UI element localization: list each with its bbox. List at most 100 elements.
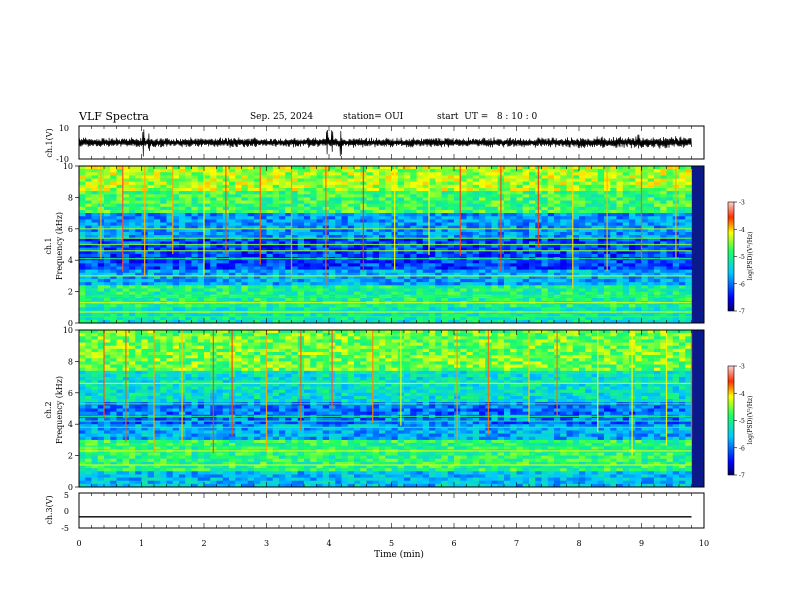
spectrogram-cell: [554, 225, 561, 230]
spectrogram-cell: [454, 222, 461, 226]
spectrogram-cell: [335, 191, 342, 195]
spectrogram-cell: [191, 184, 199, 189]
spectrogram-cell: [129, 225, 136, 230]
spectrogram-cell: [591, 235, 599, 239]
spectrogram-cell: [554, 279, 561, 283]
spectrogram-cell: [272, 297, 280, 302]
spectrogram-cell: [129, 216, 136, 220]
spectrogram-cell: [560, 272, 567, 277]
spectrogram-cell: [79, 288, 86, 292]
spectrogram-cell: [254, 187, 261, 192]
spectrogram-cell: [204, 175, 211, 179]
spectrogram-cell: [285, 275, 292, 280]
spectrogram-cell: [479, 184, 486, 189]
spectrogram-cell: [129, 282, 136, 286]
spectrogram-cell: [122, 228, 130, 233]
spectrogram-cell: [104, 216, 111, 220]
spectrogram-cell: [297, 263, 305, 267]
spectrogram-cell: [360, 269, 367, 274]
spectrogram-cell: [447, 313, 455, 318]
spectrogram-cell: [679, 244, 686, 248]
spectrogram-cell: [316, 263, 324, 267]
spectrogram-cell: [435, 238, 442, 242]
spectrogram-cell: [291, 166, 299, 170]
spectrogram-cell: [341, 263, 349, 267]
spectrogram-cell: [235, 178, 242, 182]
spectrogram-cell: [79, 203, 86, 208]
spectrogram-cell: [147, 175, 155, 179]
spectrogram-cell: [285, 203, 292, 208]
spectrogram-cell: [79, 206, 86, 211]
spectrogram-cell: [654, 172, 661, 176]
spectrogram-cell: [304, 272, 311, 277]
spectrogram-cell: [304, 194, 311, 198]
spectrogram-cell: [616, 172, 624, 176]
spectrogram-cell: [466, 282, 474, 286]
spectrogram-cell: [441, 272, 449, 277]
spectrogram-cell: [335, 184, 342, 189]
spectrogram-cell: [541, 269, 549, 274]
spectrogram-cell: [491, 172, 499, 176]
spectrogram-cell: [472, 266, 480, 270]
spectrogram-cell: [197, 209, 205, 214]
spectrogram-cell: [497, 279, 505, 283]
spectrogram-cell: [460, 216, 467, 220]
spectrogram-cell: [672, 282, 680, 286]
spectrogram-cell: [529, 213, 536, 217]
spectrogram-cell: [654, 279, 661, 283]
spectrogram-cell: [110, 225, 117, 230]
spectrogram-cell: [135, 266, 142, 270]
spectrogram-ch1-image: [79, 166, 692, 323]
spectrogram-cell: [160, 209, 167, 214]
spectrogram-cell: [260, 194, 267, 198]
spectrogram-cell: [247, 316, 255, 321]
spectrogram-cell: [204, 209, 211, 214]
spectrogram-cell: [216, 297, 224, 302]
spectrogram-cell: [560, 266, 567, 270]
spectrogram-cell: [504, 169, 511, 173]
spectrogram-cell: [585, 225, 592, 230]
spectrogram-cell: [416, 272, 424, 277]
spectrogram-cell: [347, 169, 355, 173]
spectrogram-cell: [235, 282, 242, 286]
spectrogram-cell: [429, 194, 436, 198]
spectrogram-cell: [285, 288, 292, 292]
spectrogram-cell: [641, 228, 649, 233]
spectrogram-cell: [354, 172, 361, 176]
spectrogram-cell: [304, 187, 311, 192]
spectrogram-cell: [91, 219, 99, 223]
spectrogram-cell: [616, 272, 624, 277]
spectrogram-cell: [122, 213, 130, 217]
spectrogram-cell: [329, 184, 336, 189]
spectrogram-cell: [191, 178, 199, 182]
spectrogram-cell: [372, 297, 380, 302]
spectrogram-cell: [647, 247, 655, 252]
spectrogram-cell: [229, 175, 236, 179]
spectrogram-cell: [466, 253, 474, 258]
spectrogram-cell: [629, 272, 636, 277]
spectrogram-cell: [341, 175, 349, 179]
spectrogram-cell: [341, 260, 349, 264]
spectrogram-cell: [610, 244, 617, 248]
spectrogram-cell: [172, 235, 180, 239]
spectrogram-cell: [491, 175, 499, 179]
spectrogram-cell: [485, 241, 492, 245]
spectrogram-cell: [197, 213, 205, 217]
spectrogram-cell: [147, 319, 155, 323]
spectrogram-cell: [560, 285, 567, 289]
spectrogram-cell: [622, 172, 630, 176]
spectrogram-cell: [135, 235, 142, 239]
spectrogram-cell: [422, 219, 430, 223]
spectrogram-cell: [622, 200, 630, 204]
spectrogram-cell: [197, 272, 205, 277]
spectrogram-cell: [666, 225, 674, 230]
spectrogram-cell: [491, 194, 499, 198]
spectrogram-cell: [235, 269, 242, 274]
spectrogram-cell: [335, 304, 342, 308]
spectrogram-cell: [679, 285, 686, 289]
spectrogram-cell: [379, 175, 386, 179]
spectrogram-cell: [554, 263, 561, 267]
spectrogram-cell: [610, 263, 617, 267]
spectrogram-cell: [610, 285, 617, 289]
spectrogram-cell: [472, 213, 480, 217]
